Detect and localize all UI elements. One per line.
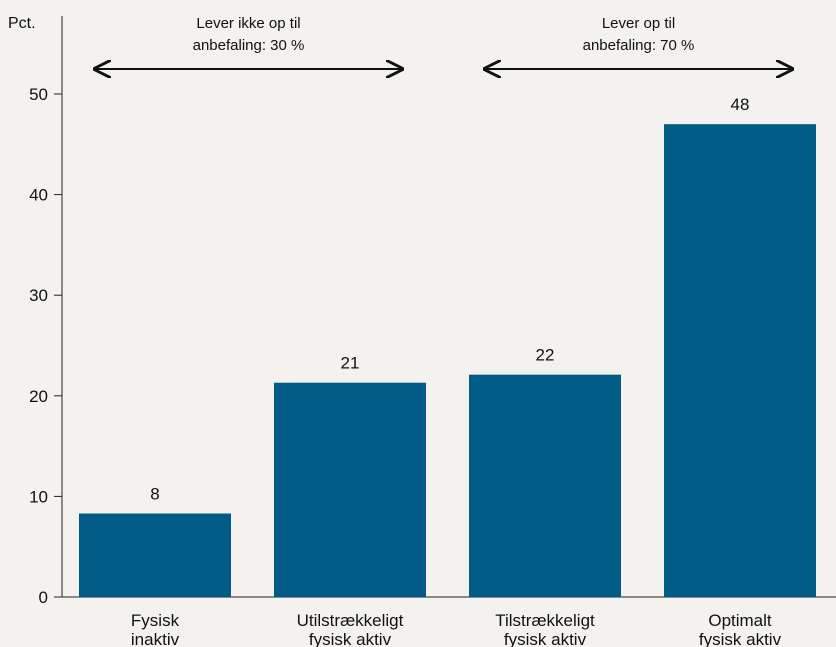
bar-value-label: 48: [731, 95, 750, 114]
y-tick-label: 40: [29, 186, 48, 205]
y-axis-unit-label: Pct.: [8, 15, 36, 32]
x-category-label: Utilstrækkeligt: [297, 611, 404, 630]
x-category-label: Optimalt: [708, 611, 772, 630]
bar-value-label: 8: [150, 485, 159, 504]
annotation-label: Lever op til: [602, 15, 675, 32]
x-category-label: fysisk aktiv: [699, 630, 782, 647]
bar-value-label: 21: [341, 354, 360, 373]
bar: [79, 513, 231, 597]
x-category-label: Tilstrækkeligt: [495, 611, 595, 630]
x-category-label: fysisk aktiv: [504, 630, 587, 647]
annotations: Lever ikke op til anbefaling: 30 % Lever o…: [95, 15, 792, 69]
y-tick-label: 10: [29, 487, 48, 506]
y-tick-label: 50: [29, 85, 48, 104]
x-category-label: inaktiv: [131, 630, 180, 647]
y-tick-label: 0: [39, 588, 48, 607]
y-tick-label: 20: [29, 387, 48, 406]
y-axis-ticks: 0 10 20 30 40 50: [29, 85, 62, 607]
bar: [664, 124, 816, 598]
bar-value-label: 22: [536, 346, 555, 365]
annotation-label: anbefaling: 70 %: [583, 37, 695, 54]
bar: [469, 374, 621, 597]
annotation-label: Lever ikke op til: [196, 15, 300, 32]
bar: [274, 382, 426, 597]
x-category-label: Fysisk: [131, 611, 180, 630]
bars: 8 21 22 48: [79, 95, 816, 598]
y-tick-label: 30: [29, 286, 48, 305]
annotation-label: anbefaling: 30 %: [193, 37, 305, 54]
x-category-label: fysisk aktiv: [309, 630, 392, 647]
